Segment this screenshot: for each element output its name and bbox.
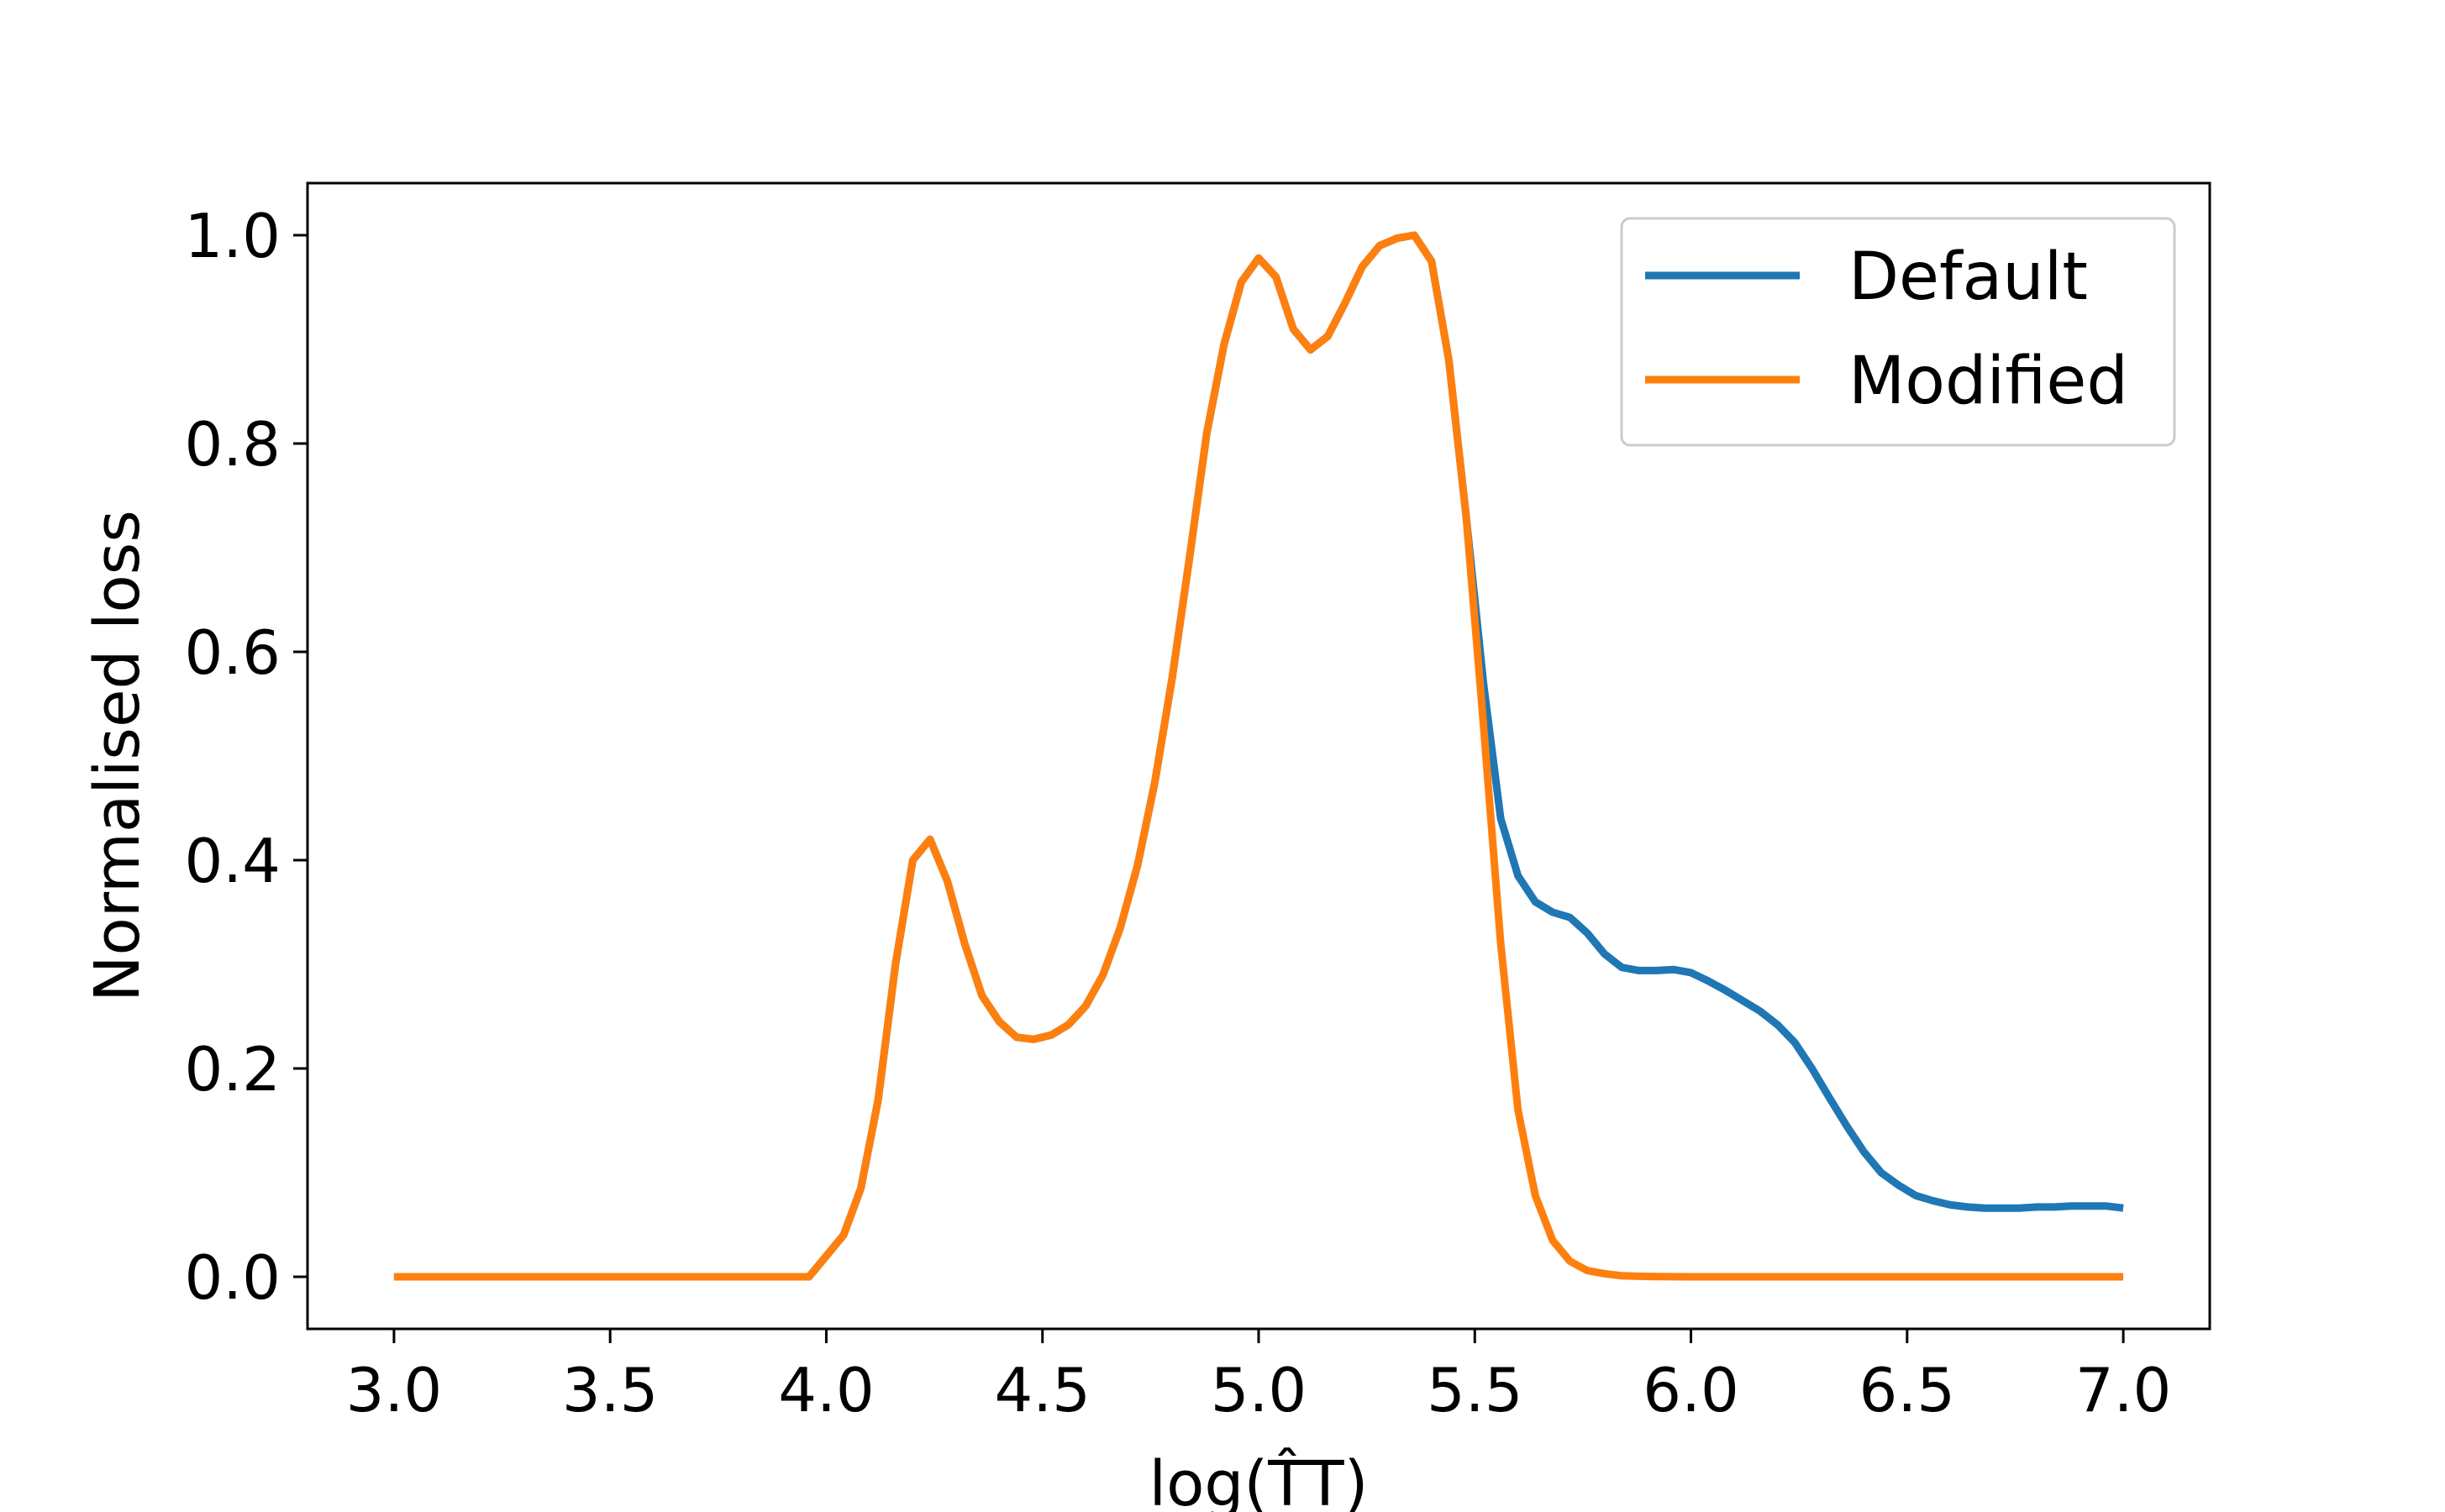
x-axis-label: log(T̂T) — [1149, 1447, 1369, 1512]
x-tick-label: 6.0 — [1643, 1355, 1739, 1425]
legend-label-default: Default — [1848, 239, 2088, 315]
x-axis-ticks: 3.0 3.5 4.0 4.5 5.0 5.5 6.0 6.5 7.0 — [346, 1329, 2172, 1425]
x-tick-label: 6.5 — [1859, 1355, 1956, 1425]
y-tick-label: 0.4 — [184, 826, 281, 896]
y-axis-label: Normalised loss — [82, 510, 154, 1002]
x-tick-label: 4.0 — [778, 1355, 875, 1425]
x-tick-label: 7.0 — [2075, 1355, 2172, 1425]
y-tick-label: 0.2 — [184, 1034, 281, 1105]
x-tick-label: 3.0 — [346, 1355, 443, 1425]
series-line-modified — [393, 231, 2124, 1281]
legend: Default Modified — [1620, 217, 2176, 447]
x-tick-label: 4.5 — [994, 1355, 1091, 1425]
series-layer — [393, 231, 2124, 1281]
y-tick-label: 0.8 — [184, 409, 281, 480]
x-tick-label: 5.5 — [1427, 1355, 1523, 1425]
y-tick-label: 1.0 — [184, 201, 281, 271]
y-axis-ticks: 0.0 0.2 0.4 0.6 0.8 1.0 — [184, 201, 308, 1313]
x-tick-label: 3.5 — [562, 1355, 659, 1425]
legend-label-modified: Modified — [1848, 344, 2128, 419]
y-tick-label: 0.0 — [184, 1242, 281, 1313]
y-tick-label: 0.6 — [184, 617, 281, 688]
x-tick-label: 5.0 — [1211, 1355, 1307, 1425]
